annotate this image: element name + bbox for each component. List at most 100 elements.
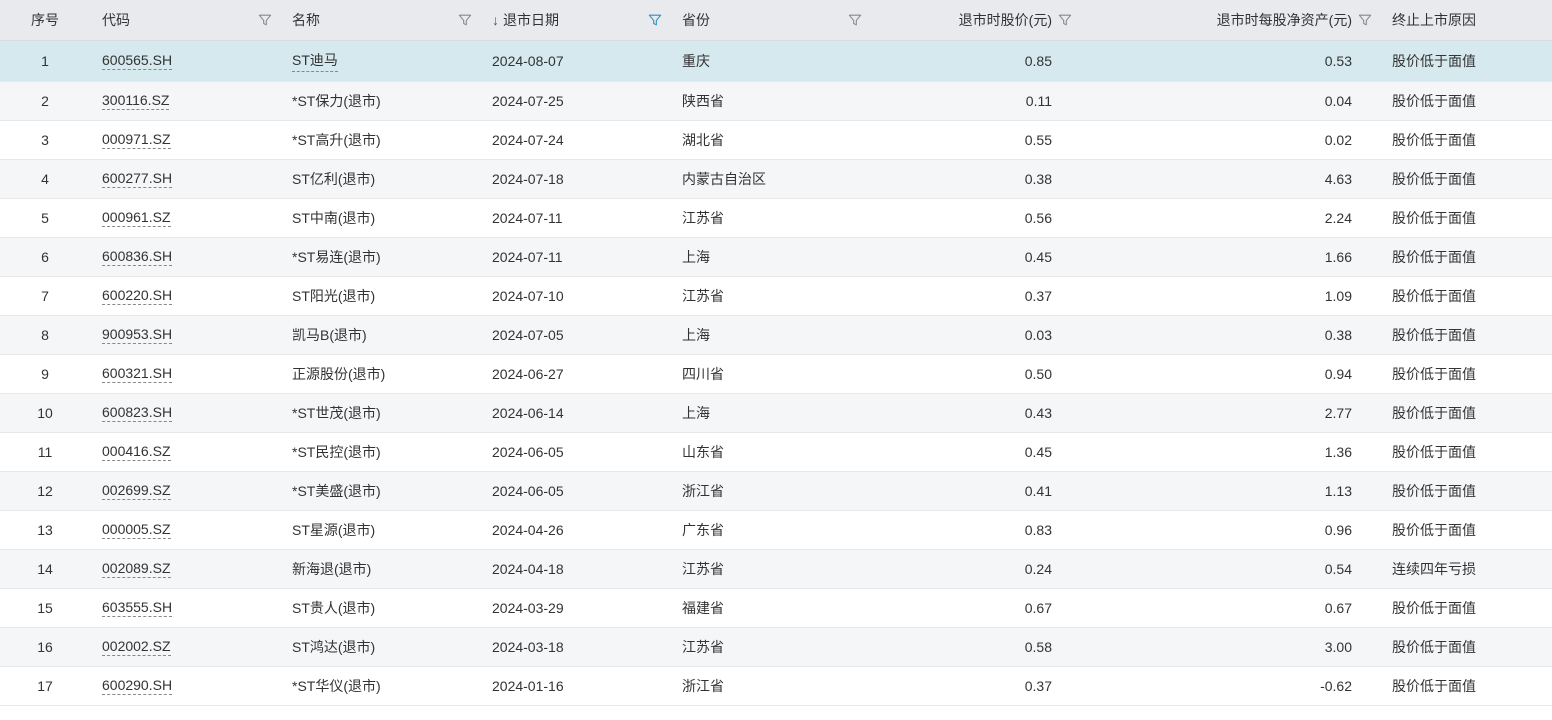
table-row[interactable]: 1600565.SHST迪马2024-08-07重庆0.850.53股价低于面值 <box>0 41 1552 82</box>
table-row[interactable]: 13000005.SZST星源(退市)2024-04-26广东省0.830.96… <box>0 511 1552 550</box>
cell-nav: -0.62 <box>1080 667 1380 706</box>
table-row[interactable]: 16002002.SZST鸿达(退市)2024-03-18江苏省0.583.00… <box>0 628 1552 667</box>
filter-icon[interactable] <box>648 13 662 27</box>
column-label: 终止上市原因 <box>1392 10 1476 30</box>
column-header-seq[interactable]: 序号 <box>0 0 90 41</box>
cell-date: 2024-03-18 <box>480 628 670 667</box>
cell-code: 600836.SH <box>90 238 280 277</box>
code-link[interactable]: 000416.SZ <box>102 443 171 461</box>
cell-name: *ST保力(退市) <box>280 82 480 121</box>
table-row[interactable]: 15603555.SHST贵人(退市)2024-03-29福建省0.670.67… <box>0 589 1552 628</box>
code-link[interactable]: 600836.SH <box>102 248 172 266</box>
cell-seq: 13 <box>0 511 90 550</box>
table-row[interactable]: 11000416.SZ*ST民控(退市)2024-06-05山东省0.451.3… <box>0 433 1552 472</box>
column-header-reason[interactable]: 终止上市原因 <box>1380 0 1552 41</box>
cell-name: *ST民控(退市) <box>280 433 480 472</box>
table-row[interactable]: 7600220.SHST阳光(退市)2024-07-10江苏省0.371.09股… <box>0 277 1552 316</box>
cell-date: 2024-04-18 <box>480 550 670 589</box>
table-row[interactable]: 9600321.SH正源股份(退市)2024-06-27四川省0.500.94股… <box>0 355 1552 394</box>
cell-price: 0.83 <box>870 511 1080 550</box>
filter-icon[interactable] <box>258 13 272 27</box>
cell-date: 2024-08-07 <box>480 41 670 82</box>
cell-price: 0.11 <box>870 82 1080 121</box>
cell-date: 2024-07-25 <box>480 82 670 121</box>
table-row[interactable]: 6600836.SH*ST易连(退市)2024-07-11上海0.451.66股… <box>0 238 1552 277</box>
table-row[interactable]: 17600290.SH*ST华仪(退市)2024-01-16浙江省0.37-0.… <box>0 667 1552 706</box>
cell-code: 603555.SH <box>90 589 280 628</box>
cell-reason: 股价低于面值 <box>1380 277 1552 316</box>
cell-nav: 4.63 <box>1080 160 1380 199</box>
code-link[interactable]: 600321.SH <box>102 365 172 383</box>
cell-price: 0.38 <box>870 160 1080 199</box>
column-header-name[interactable]: 名称 <box>280 0 480 41</box>
code-link[interactable]: 600565.SH <box>102 52 172 70</box>
cell-date: 2024-07-05 <box>480 316 670 355</box>
cell-price: 0.24 <box>870 550 1080 589</box>
code-link[interactable]: 002089.SZ <box>102 560 171 578</box>
code-link[interactable]: 600823.SH <box>102 404 172 422</box>
table-row[interactable]: 8900953.SH凯马B(退市)2024-07-05上海0.030.38股价低… <box>0 316 1552 355</box>
code-link[interactable]: 002699.SZ <box>102 482 171 500</box>
cell-reason: 股价低于面值 <box>1380 628 1552 667</box>
cell-prov: 广东省 <box>670 511 870 550</box>
table-row[interactable]: 4600277.SHST亿利(退市)2024-07-18内蒙古自治区0.384.… <box>0 160 1552 199</box>
code-link[interactable]: 900953.SH <box>102 326 172 344</box>
cell-nav: 1.13 <box>1080 472 1380 511</box>
cell-seq: 5 <box>0 199 90 238</box>
table-row[interactable]: 12002699.SZ*ST美盛(退市)2024-06-05浙江省0.411.1… <box>0 472 1552 511</box>
cell-nav: 1.36 <box>1080 433 1380 472</box>
cell-name: *ST高升(退市) <box>280 121 480 160</box>
table-row[interactable]: 10600823.SH*ST世茂(退市)2024-06-14上海0.432.77… <box>0 394 1552 433</box>
code-link[interactable]: 000971.SZ <box>102 131 171 149</box>
cell-reason: 股价低于面值 <box>1380 667 1552 706</box>
cell-name: 凯马B(退市) <box>280 316 480 355</box>
cell-nav: 0.04 <box>1080 82 1380 121</box>
column-header-date[interactable]: ↓退市日期 <box>480 0 670 41</box>
cell-reason: 股价低于面值 <box>1380 121 1552 160</box>
code-link[interactable]: 002002.SZ <box>102 638 171 656</box>
code-link[interactable]: 600220.SH <box>102 287 172 305</box>
code-link[interactable]: 300116.SZ <box>102 92 169 110</box>
cell-nav: 2.24 <box>1080 199 1380 238</box>
cell-code: 002002.SZ <box>90 628 280 667</box>
cell-date: 2024-07-11 <box>480 238 670 277</box>
cell-reason: 股价低于面值 <box>1380 433 1552 472</box>
filter-icon[interactable] <box>848 13 862 27</box>
cell-seq: 10 <box>0 394 90 433</box>
cell-date: 2024-04-26 <box>480 511 670 550</box>
cell-reason: 连续四年亏损 <box>1380 550 1552 589</box>
table-row[interactable]: 5000961.SZST中南(退市)2024-07-11江苏省0.562.24股… <box>0 199 1552 238</box>
code-link[interactable]: 600290.SH <box>102 677 172 695</box>
column-header-nav[interactable]: 退市时每股净资产(元) <box>1080 0 1380 41</box>
cell-date: 2024-07-11 <box>480 199 670 238</box>
code-link[interactable]: 600277.SH <box>102 170 172 188</box>
cell-seq: 12 <box>0 472 90 511</box>
cell-date: 2024-06-14 <box>480 394 670 433</box>
cell-code: 000971.SZ <box>90 121 280 160</box>
table-row[interactable]: 3000971.SZ*ST高升(退市)2024-07-24湖北省0.550.02… <box>0 121 1552 160</box>
filter-icon[interactable] <box>1058 13 1072 27</box>
column-header-prov[interactable]: 省份 <box>670 0 870 41</box>
cell-price: 0.56 <box>870 199 1080 238</box>
filter-icon[interactable] <box>1358 13 1372 27</box>
cell-nav: 0.02 <box>1080 121 1380 160</box>
cell-seq: 11 <box>0 433 90 472</box>
sort-desc-icon: ↓ <box>492 12 499 28</box>
column-header-price[interactable]: 退市时股价(元) <box>870 0 1080 41</box>
name-link[interactable]: ST迪马 <box>292 50 338 72</box>
cell-prov: 浙江省 <box>670 667 870 706</box>
cell-reason: 股价低于面值 <box>1380 355 1552 394</box>
code-link[interactable]: 000961.SZ <box>102 209 171 227</box>
cell-name: ST星源(退市) <box>280 511 480 550</box>
cell-prov: 上海 <box>670 238 870 277</box>
table-row[interactable]: 2300116.SZ*ST保力(退市)2024-07-25陕西省0.110.04… <box>0 82 1552 121</box>
cell-name: ST鸿达(退市) <box>280 628 480 667</box>
table-row[interactable]: 14002089.SZ新海退(退市)2024-04-18江苏省0.240.54连… <box>0 550 1552 589</box>
cell-name: ST亿利(退市) <box>280 160 480 199</box>
filter-icon[interactable] <box>458 13 472 27</box>
code-link[interactable]: 603555.SH <box>102 599 172 617</box>
cell-name: *ST世茂(退市) <box>280 394 480 433</box>
code-link[interactable]: 000005.SZ <box>102 521 171 539</box>
cell-seq: 17 <box>0 667 90 706</box>
column-header-code[interactable]: 代码 <box>90 0 280 41</box>
